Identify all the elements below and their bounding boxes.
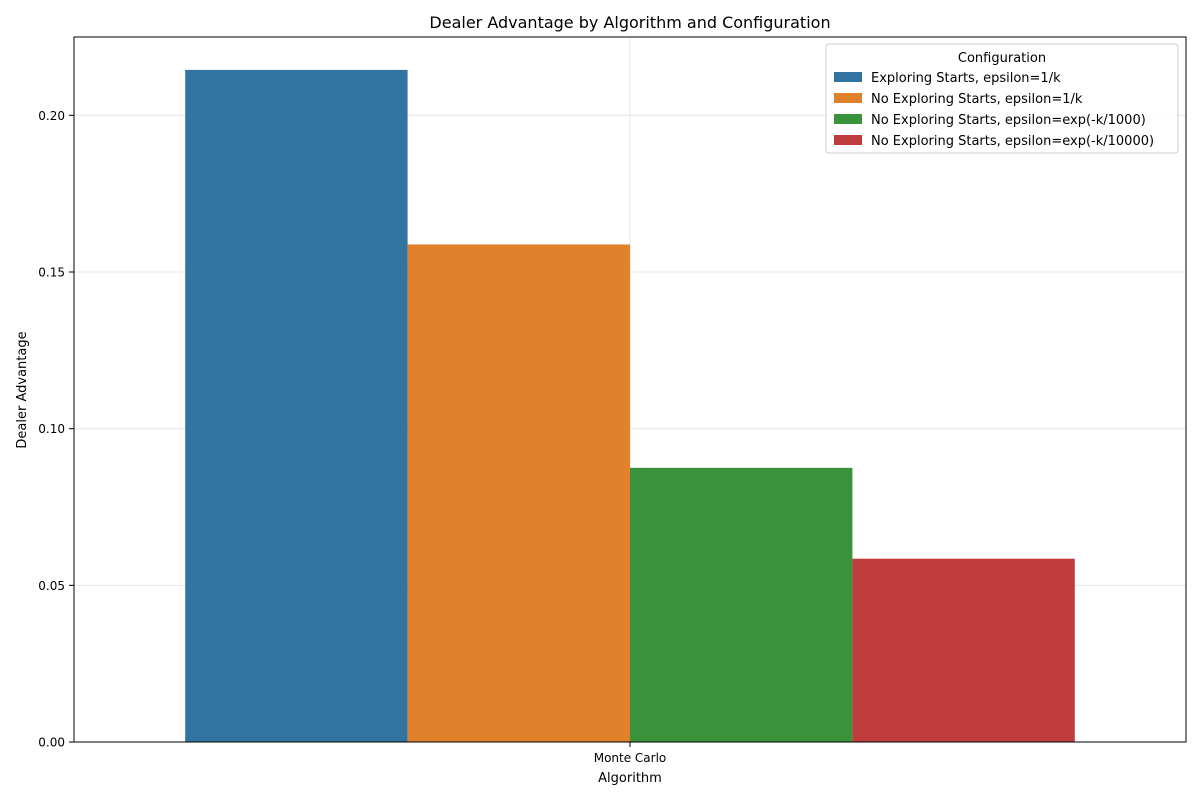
- legend-label-3: No Exploring Starts, epsilon=exp(-k/1000…: [871, 113, 1146, 128]
- x-tick-label: Monte Carlo: [594, 751, 667, 765]
- y-tick-label: 0.10: [38, 422, 65, 436]
- bars: [185, 69, 1075, 742]
- bar-4: [852, 558, 1075, 742]
- y-tick-label: 0.15: [38, 266, 65, 280]
- legend-label-4: No Exploring Starts, epsilon=exp(-k/1000…: [871, 134, 1154, 149]
- y-tick-label: 0.20: [38, 109, 65, 123]
- legend-swatch-2: [834, 93, 862, 103]
- legend: Configuration Exploring Starts, epsilon=…: [825, 43, 1179, 154]
- legend-title: Configuration: [958, 51, 1046, 66]
- bar-2: [407, 244, 630, 742]
- chart-title: Dealer Advantage by Algorithm and Config…: [429, 13, 830, 32]
- legend-frame: [825, 43, 1179, 154]
- y-tick-label: 0.00: [38, 736, 65, 750]
- bar-3: [630, 467, 853, 742]
- y-axis-label: Dealer Advantage: [15, 331, 30, 448]
- axes: 0.00 0.05 0.10 0.15 0.20 Monte Carlo: [38, 36, 1187, 765]
- y-tick-label: 0.05: [38, 579, 65, 593]
- legend-label-2: No Exploring Starts, epsilon=1/k: [871, 92, 1083, 107]
- bar-1: [185, 69, 408, 742]
- legend-swatch-3: [834, 114, 862, 124]
- legend-swatch-4: [834, 135, 862, 145]
- legend-items: Exploring Starts, epsilon=1/k No Explorin…: [834, 71, 1154, 149]
- legend-label-1: Exploring Starts, epsilon=1/k: [871, 71, 1061, 86]
- legend-swatch-1: [834, 72, 862, 82]
- x-axis-label: Algorithm: [598, 771, 662, 786]
